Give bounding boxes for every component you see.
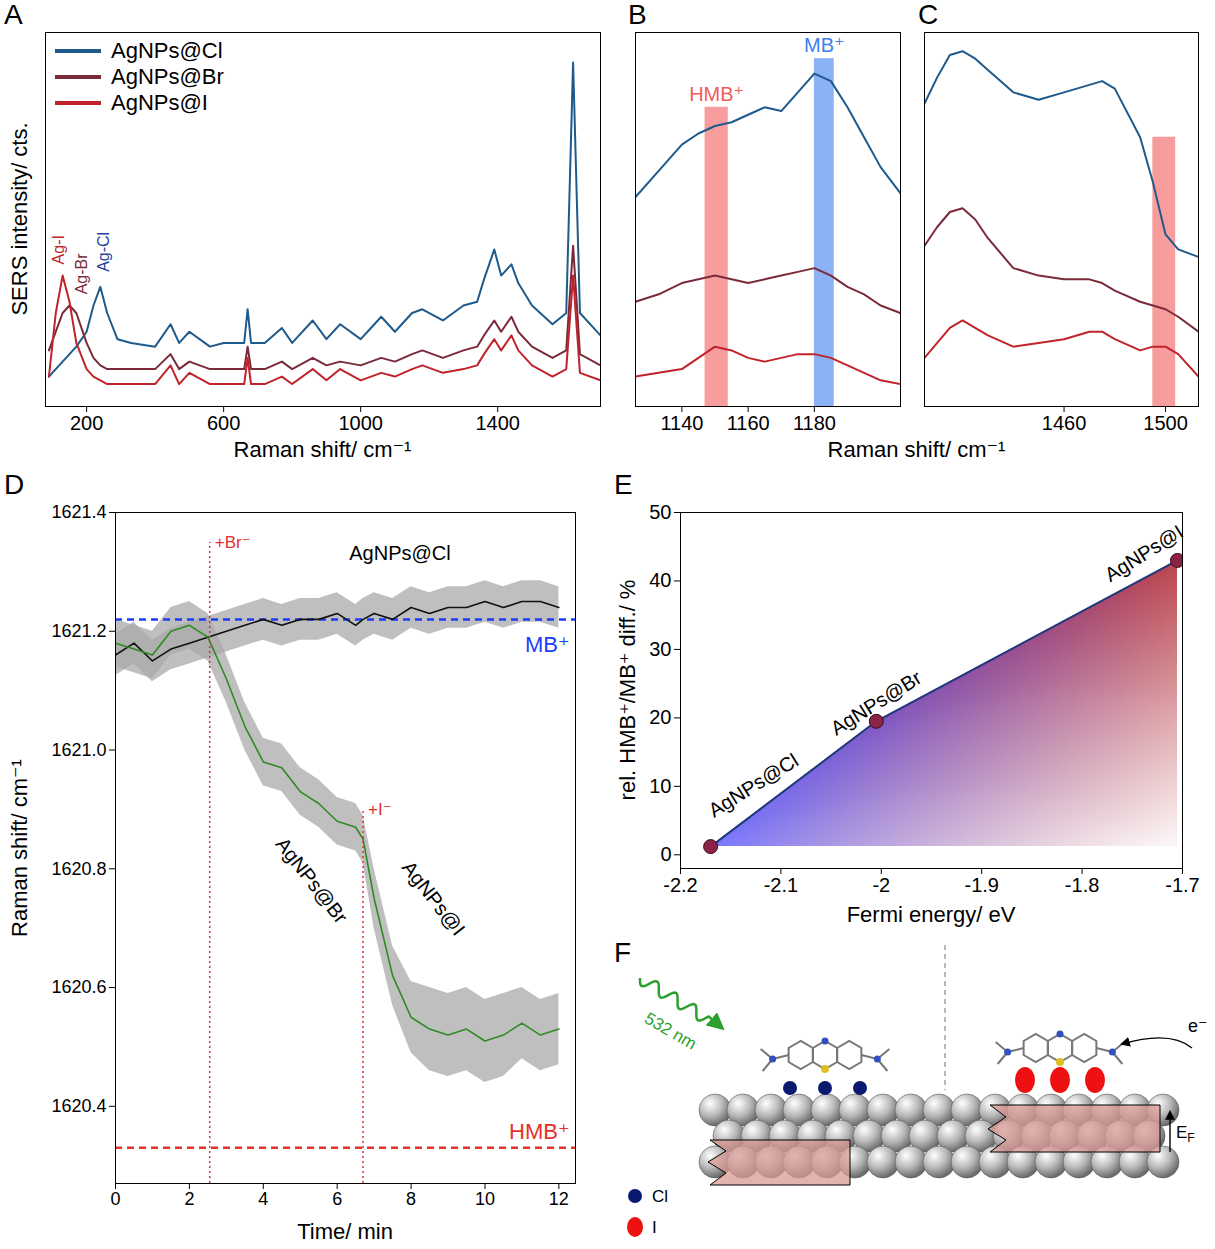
- svg-text:I: I: [652, 1218, 657, 1237]
- html-text:F: F: [614, 937, 632, 968]
- svg-text:AgNPs@Cl: AgNPs@Cl: [704, 749, 802, 821]
- html-text:Time/ min: Time/ min: [297, 1218, 393, 1244]
- svg-text:EF: EF: [1176, 1123, 1195, 1145]
- svg-text:1620.6: 1620.6: [51, 977, 106, 997]
- html-text:B: B: [628, 0, 647, 30]
- html-text:rel. HMB⁺/MB⁺ diff./ %: rel. HMB⁺/MB⁺ diff./ %: [614, 579, 640, 801]
- svg-text:1621.2: 1621.2: [51, 621, 106, 641]
- svg-text:4: 4: [258, 1189, 268, 1209]
- svg-text:Ag-Cl: Ag-Cl: [95, 232, 112, 272]
- svg-text:10: 10: [649, 775, 671, 797]
- svg-text:2: 2: [184, 1189, 194, 1209]
- svg-text:MB⁺: MB⁺: [804, 34, 845, 56]
- html-text:A: A: [4, 0, 23, 30]
- svg-text:1621.4: 1621.4: [51, 502, 106, 522]
- svg-text:Ag-I: Ag-I: [50, 235, 67, 264]
- svg-text:Ag-Br: Ag-Br: [73, 253, 90, 295]
- html-text:E: E: [614, 469, 633, 500]
- svg-text:10: 10: [475, 1189, 495, 1209]
- svg-text:1180: 1180: [793, 412, 836, 434]
- svg-text:+I⁻: +I⁻: [368, 800, 392, 819]
- svg-text:-2.1: -2.1: [764, 874, 798, 896]
- svg-text:1620.4: 1620.4: [51, 1096, 106, 1116]
- svg-text:-1.8: -1.8: [1065, 874, 1099, 896]
- svg-text:HMB⁺: HMB⁺: [509, 1119, 570, 1144]
- svg-text:-2.2: -2.2: [663, 874, 697, 896]
- html-text:Fermi energy/ eV: Fermi energy/ eV: [846, 901, 1016, 927]
- svg-text:MB⁺: MB⁺: [525, 632, 570, 657]
- svg-text:AgNPs@I: AgNPs@I: [1101, 521, 1187, 586]
- svg-text:Cl: Cl: [652, 1187, 668, 1206]
- svg-text:0: 0: [110, 1189, 120, 1209]
- svg-text:12: 12: [549, 1189, 569, 1209]
- svg-text:1620.8: 1620.8: [51, 859, 106, 879]
- svg-text:+Br⁻: +Br⁻: [215, 533, 251, 552]
- svg-text:600: 600: [207, 412, 240, 434]
- html-text:Raman shift/ cm⁻¹: Raman shift/ cm⁻¹: [233, 436, 412, 462]
- html-text:D: D: [4, 469, 25, 500]
- html-text:C: C: [918, 0, 939, 30]
- svg-text:8: 8: [406, 1189, 416, 1209]
- svg-text:AgNPs@Br: AgNPs@Br: [827, 666, 926, 739]
- html-text:Raman shift/ cm⁻¹: Raman shift/ cm⁻¹: [827, 436, 1006, 462]
- svg-text:20: 20: [649, 706, 671, 728]
- svg-text:AgNPs@I: AgNPs@I: [398, 857, 470, 940]
- svg-text:200: 200: [70, 412, 103, 434]
- svg-text:1460: 1460: [1042, 412, 1087, 434]
- svg-text:1160: 1160: [727, 412, 770, 434]
- svg-text:40: 40: [649, 569, 671, 591]
- svg-text:1000: 1000: [338, 412, 383, 434]
- html-text:AgNPs@I: AgNPs@I: [111, 90, 208, 115]
- svg-text:1621.0: 1621.0: [51, 740, 106, 760]
- html-text:SERS intensity/ cts.: SERS intensity/ cts.: [6, 122, 32, 316]
- svg-text:e⁻: e⁻: [1188, 1016, 1208, 1036]
- svg-text:1400: 1400: [475, 412, 520, 434]
- svg-text:AgNPs@Cl: AgNPs@Cl: [349, 542, 450, 564]
- svg-text:1500: 1500: [1143, 412, 1188, 434]
- svg-text:50: 50: [649, 501, 671, 523]
- svg-text:532 nm: 532 nm: [641, 1009, 700, 1054]
- svg-text:-1.7: -1.7: [1165, 874, 1199, 896]
- svg-text:1140: 1140: [660, 412, 703, 434]
- svg-text:-1.9: -1.9: [964, 874, 998, 896]
- html-text:Raman shift/ cm⁻¹: Raman shift/ cm⁻¹: [6, 758, 32, 937]
- svg-text:0: 0: [660, 843, 671, 865]
- svg-text:-2: -2: [872, 874, 890, 896]
- html-text:AgNPs@Br: AgNPs@Br: [111, 64, 224, 89]
- svg-text:HMB⁺: HMB⁺: [689, 83, 744, 105]
- svg-text:AgNPs@Br: AgNPs@Br: [272, 833, 353, 928]
- html-text:AgNPs@Cl: AgNPs@Cl: [111, 38, 223, 63]
- svg-text:30: 30: [649, 638, 671, 660]
- svg-text:6: 6: [332, 1189, 342, 1209]
